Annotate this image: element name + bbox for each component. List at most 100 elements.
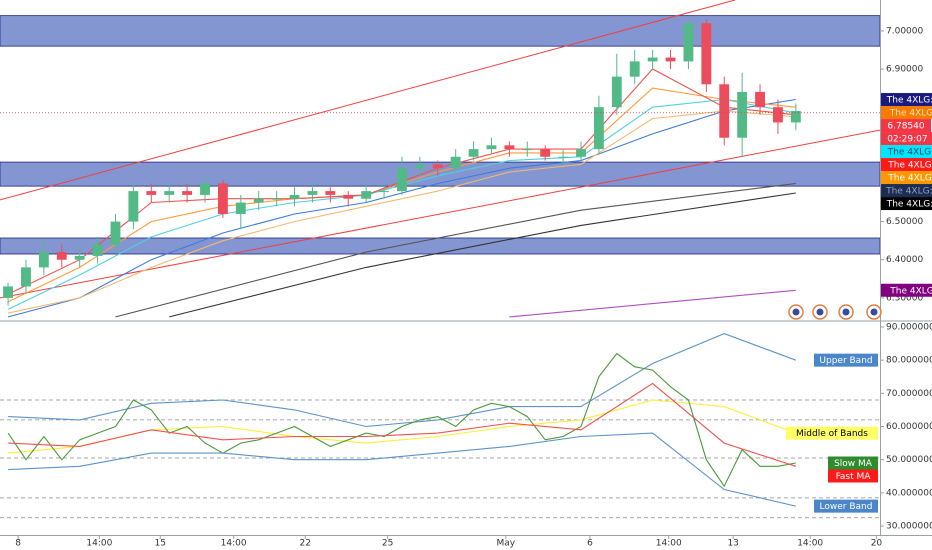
candle-body	[146, 191, 157, 195]
countdown-label: 02:29:07	[887, 135, 927, 145]
icon-core	[816, 308, 824, 316]
series-line	[8, 333, 796, 428]
legend-label: The 4XLG:200 SMA	[886, 200, 932, 210]
candle-body	[737, 91, 748, 138]
candle-body	[522, 149, 533, 151]
candle-body	[182, 191, 193, 195]
candle-body	[200, 183, 210, 195]
toolbar-icons[interactable]	[788, 304, 882, 320]
candle-body	[790, 110, 801, 123]
candle-body	[128, 191, 139, 222]
axis-label-box	[828, 469, 878, 483]
series-line	[169, 192, 796, 318]
axis-label-box	[786, 426, 878, 440]
y-tick-label: 30.000000	[886, 522, 932, 532]
candle-body	[217, 183, 228, 214]
x-tick-label: 14:00	[797, 539, 823, 549]
candle-body	[450, 156, 461, 169]
pane	[0, 333, 880, 519]
candle-body	[92, 244, 103, 256]
legend-label: Upper Band	[819, 356, 872, 366]
x-tick-label: 14:00	[221, 539, 247, 549]
axis-label-box	[814, 499, 878, 513]
candle-body	[289, 194, 300, 199]
candle-body	[540, 149, 551, 157]
icon-core	[870, 308, 878, 316]
candle-body	[271, 198, 282, 200]
y-tick-label: 70.000000	[886, 389, 932, 399]
axis-label-box	[881, 283, 932, 297]
candle-body	[558, 156, 569, 158]
candle-body	[397, 168, 407, 192]
zone	[0, 15, 880, 47]
legend-label: Middle of Bands	[796, 429, 868, 439]
candle-body	[611, 76, 622, 108]
y-tick-label: 90.000000	[886, 322, 932, 332]
candle-body	[21, 267, 31, 287]
candle-body	[468, 149, 479, 157]
icon-core	[792, 308, 800, 316]
y-tick-label: 7.00000	[886, 26, 923, 36]
candle-body	[683, 23, 694, 62]
axis-label-box	[881, 119, 931, 133]
candle-body	[110, 221, 121, 245]
candle-body	[164, 191, 175, 195]
candle-body	[486, 145, 497, 150]
y-tick-label: 6.40000	[886, 255, 923, 265]
axis-label-box	[881, 184, 932, 198]
y-tick-label: 40.000000	[886, 488, 932, 498]
candle-body	[325, 191, 336, 195]
candle-body	[74, 255, 85, 260]
x-tick-label: 6	[587, 539, 593, 549]
x-tick-label: 25	[382, 539, 393, 549]
legend-label: Lower Band	[820, 502, 873, 512]
candle-body	[343, 194, 354, 199]
candle-body	[665, 57, 676, 62]
axis-label-box	[828, 456, 878, 470]
candle-body	[593, 107, 604, 150]
axis-label-box	[881, 93, 932, 107]
x-tick-label: 14:00	[656, 539, 682, 549]
y-tick-label: 6.50000	[886, 217, 923, 227]
candle-body	[755, 91, 765, 108]
series-line	[8, 432, 796, 507]
x-tick-label: 22	[300, 539, 311, 549]
candle-body	[576, 149, 586, 157]
legend-label: The 4XLG:50 SMA	[886, 96, 932, 106]
y-tick-label: 50.000000	[886, 455, 932, 465]
series-line	[115, 182, 796, 318]
legend-label: Slow MA	[834, 459, 873, 469]
candle-body	[647, 57, 658, 62]
candle-body	[38, 252, 49, 268]
y-tick-label: 6.30000	[886, 293, 923, 303]
x-tick-label: 20	[871, 539, 883, 549]
legend-label: The 4XLG:Carrot	[889, 109, 932, 119]
legend-label: The 4XLG:Ketchup	[887, 161, 932, 171]
candle-body	[235, 202, 246, 214]
candle-body	[361, 191, 372, 199]
axis-label-box	[881, 158, 932, 172]
candle-body	[307, 191, 318, 195]
x-tick-label: 14:00	[86, 539, 112, 549]
x-tick-label: 13	[727, 539, 738, 549]
series-line	[509, 289, 796, 318]
series-line	[7, 352, 796, 488]
legend-label: The 4XLG:Blueberry	[889, 286, 932, 296]
last-price-label: 6.78540	[887, 122, 924, 132]
trendline	[0, 0, 736, 201]
candle-body	[629, 61, 640, 77]
candle-body	[379, 191, 389, 193]
x-tick-label: May	[496, 539, 515, 549]
candle-body	[701, 23, 712, 85]
series-line	[8, 382, 796, 467]
axis-label-box	[881, 145, 932, 159]
x-tick-label: 8	[15, 539, 21, 549]
axis-label-box	[881, 132, 932, 146]
legend-label: The 4XLG:Mustard	[887, 174, 932, 184]
axis-label-box	[881, 197, 932, 211]
pane	[0, 0, 880, 318]
candle-body	[719, 84, 730, 138]
series-line	[7, 110, 796, 314]
